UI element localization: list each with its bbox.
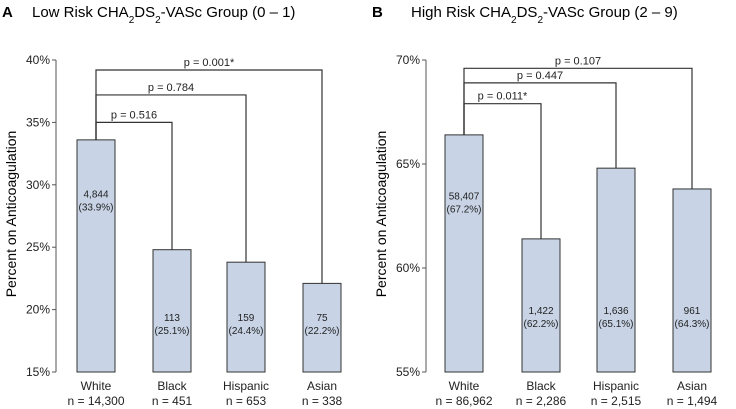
- y-tick-label: 35%: [26, 115, 50, 129]
- bar-count-label: 113: [164, 313, 180, 324]
- bar-count-label: 1,636: [603, 306, 628, 317]
- y-tick-label: 20%: [26, 303, 50, 317]
- bar-percent-label: (24.4%): [228, 326, 263, 337]
- p-value-label: p = 0.107: [555, 55, 601, 67]
- p-value-label: p = 0.011*: [478, 91, 528, 103]
- x-tick-label: Black: [157, 379, 187, 393]
- y-tick-label: 25%: [26, 240, 50, 254]
- chart-title: Low Risk CHA2DS2-VASc Group (0 – 1): [32, 4, 295, 26]
- x-n-label: n = 86,962: [435, 394, 492, 408]
- y-tick-label: 65%: [396, 157, 420, 171]
- bar-percent-label: (65.1%): [598, 319, 633, 330]
- significance-bracket: [95, 69, 323, 284]
- y-tick-label: 60%: [396, 261, 420, 275]
- panel-a: A Low Risk CHA2DS2-VASc Group (0 – 1) Pe…: [2, 4, 343, 408]
- p-value-label: p = 0.784: [148, 82, 194, 94]
- panel-b: B High Risk CHA2DS2-VASc Group (2 – 9) P…: [372, 4, 718, 408]
- x-tick-label: White: [81, 379, 112, 393]
- bar-asian: [672, 188, 712, 373]
- y-tick-label: 40%: [26, 53, 50, 67]
- bar-count-label: 4,844: [83, 189, 108, 200]
- p-value-label: p = 0.447: [517, 70, 563, 82]
- panel-label: B: [372, 4, 383, 21]
- x-tick-label: Asian: [677, 379, 707, 393]
- x-n-label: n = 451: [152, 394, 193, 408]
- x-n-label: n = 2,286: [516, 394, 567, 408]
- chart-title: High Risk CHA2DS2-VASc Group (2 – 9): [411, 4, 678, 26]
- bar-black: [521, 238, 561, 373]
- x-tick-label: Hispanic: [223, 379, 269, 393]
- bar-hispanic: [226, 261, 266, 373]
- bar-hispanic: [596, 167, 636, 373]
- bar-count-label: 1,422: [528, 306, 553, 317]
- bar-percent-label: (25.1%): [154, 326, 189, 337]
- y-axis-label: Percent on Anticoagulation: [3, 131, 19, 298]
- x-tick-label: White: [449, 379, 480, 393]
- x-tick-label: Black: [526, 379, 556, 393]
- panel-label: A: [2, 4, 13, 21]
- y-tick-label: 30%: [26, 178, 50, 192]
- x-n-label: n = 2,515: [591, 394, 642, 408]
- bar-percent-label: (64.3%): [674, 319, 709, 330]
- bar-count-label: 961: [684, 306, 701, 317]
- bar-black: [152, 249, 192, 373]
- bar-percent-label: (62.2%): [523, 319, 558, 330]
- bar-asian: [302, 282, 342, 373]
- x-n-label: n = 1,494: [667, 394, 718, 408]
- bar-count-label: 159: [238, 313, 255, 324]
- bar-percent-label: (22.2%): [304, 326, 339, 337]
- x-n-label: n = 653: [226, 394, 267, 408]
- bar-count-label: 75: [316, 313, 328, 324]
- x-n-label: n = 14,300: [67, 394, 124, 408]
- y-axis-label: Percent on Anticoagulation: [373, 131, 389, 298]
- bar-white: [76, 139, 116, 373]
- p-value-label: p = 0.001*: [184, 57, 235, 69]
- x-n-label: n = 338: [302, 394, 343, 408]
- bar-percent-label: (67.2%): [446, 204, 481, 215]
- significance-bracket: [463, 67, 693, 189]
- bar-white: [444, 134, 484, 373]
- bar-percent-label: (33.9%): [78, 202, 113, 213]
- y-tick-label: 70%: [396, 53, 420, 67]
- bar-count-label: 58,407: [449, 191, 480, 202]
- x-tick-label: Asian: [307, 379, 337, 393]
- p-value-label: p = 0.516: [111, 109, 157, 121]
- y-tick-label: 15%: [26, 365, 50, 379]
- y-tick-label: 55%: [396, 365, 420, 379]
- x-tick-label: Hispanic: [593, 379, 639, 393]
